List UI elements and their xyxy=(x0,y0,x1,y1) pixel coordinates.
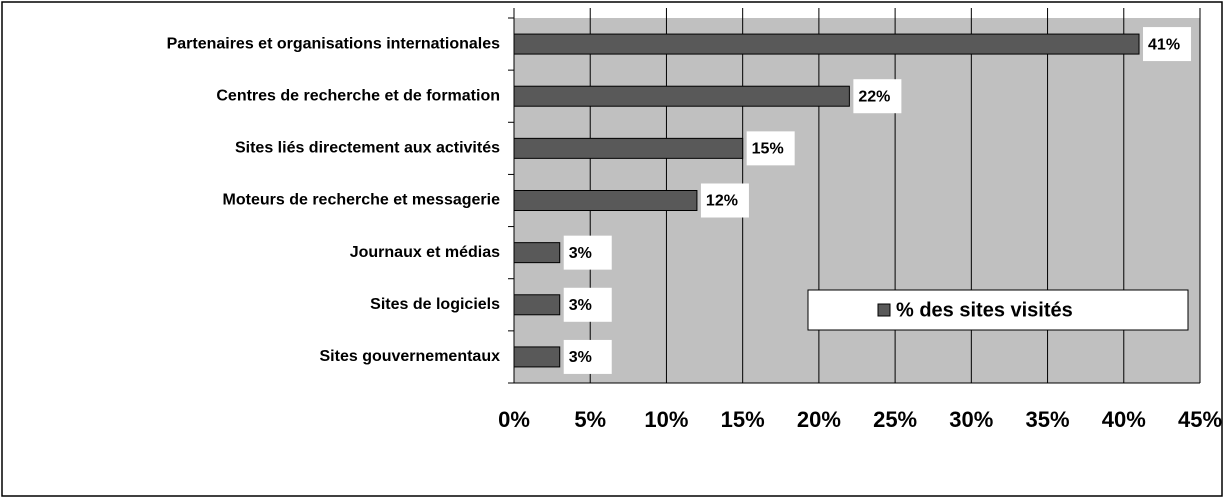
legend-swatch xyxy=(877,303,891,317)
value-label-box xyxy=(746,131,795,166)
y-tick-label: Moteurs de recherche et messagerie xyxy=(223,192,501,209)
value-label-box xyxy=(1143,27,1192,62)
value-label-box xyxy=(563,287,612,322)
x-tick-label: 45% xyxy=(1178,407,1222,432)
value-label: 3% xyxy=(569,297,592,314)
x-tick-label: 10% xyxy=(644,407,688,432)
x-tick-label: 35% xyxy=(1026,407,1070,432)
value-label: 41% xyxy=(1148,36,1180,53)
value-label-box xyxy=(853,79,902,114)
value-label-box xyxy=(563,339,612,374)
value-label: 3% xyxy=(569,245,592,262)
legend-label: % des sites visités xyxy=(896,299,1073,321)
x-tick-label: 0% xyxy=(498,407,530,432)
x-tick-label: 5% xyxy=(574,407,606,432)
value-label: 15% xyxy=(752,141,784,158)
bar xyxy=(513,346,561,368)
value-label: 12% xyxy=(706,193,738,210)
x-tick-label: 15% xyxy=(721,407,765,432)
y-tick-label: Sites de logiciels xyxy=(370,296,500,313)
value-label-box xyxy=(563,235,612,270)
y-tick-label: Sites liés directement aux activités xyxy=(235,140,500,157)
y-tick-label: Sites gouvernementaux xyxy=(320,348,501,365)
value-label: 3% xyxy=(569,349,592,366)
x-tick-label: 30% xyxy=(949,407,993,432)
value-label: 22% xyxy=(858,88,890,105)
bar xyxy=(513,190,698,211)
bar xyxy=(513,33,1140,55)
bar xyxy=(513,294,561,316)
x-tick-label: 25% xyxy=(873,407,917,432)
legend-box xyxy=(807,289,1189,331)
bar xyxy=(513,137,744,159)
y-tick-label: Partenaires et organisations internation… xyxy=(167,35,501,52)
bar xyxy=(513,242,561,264)
x-tick-label: 40% xyxy=(1102,407,1146,432)
y-tick-label: Journaux et médias xyxy=(350,244,500,261)
x-tick-label: 20% xyxy=(797,407,841,432)
value-label-box xyxy=(700,183,749,218)
bar xyxy=(513,85,850,107)
y-tick-label: Centres de recherche et de formation xyxy=(216,87,500,104)
